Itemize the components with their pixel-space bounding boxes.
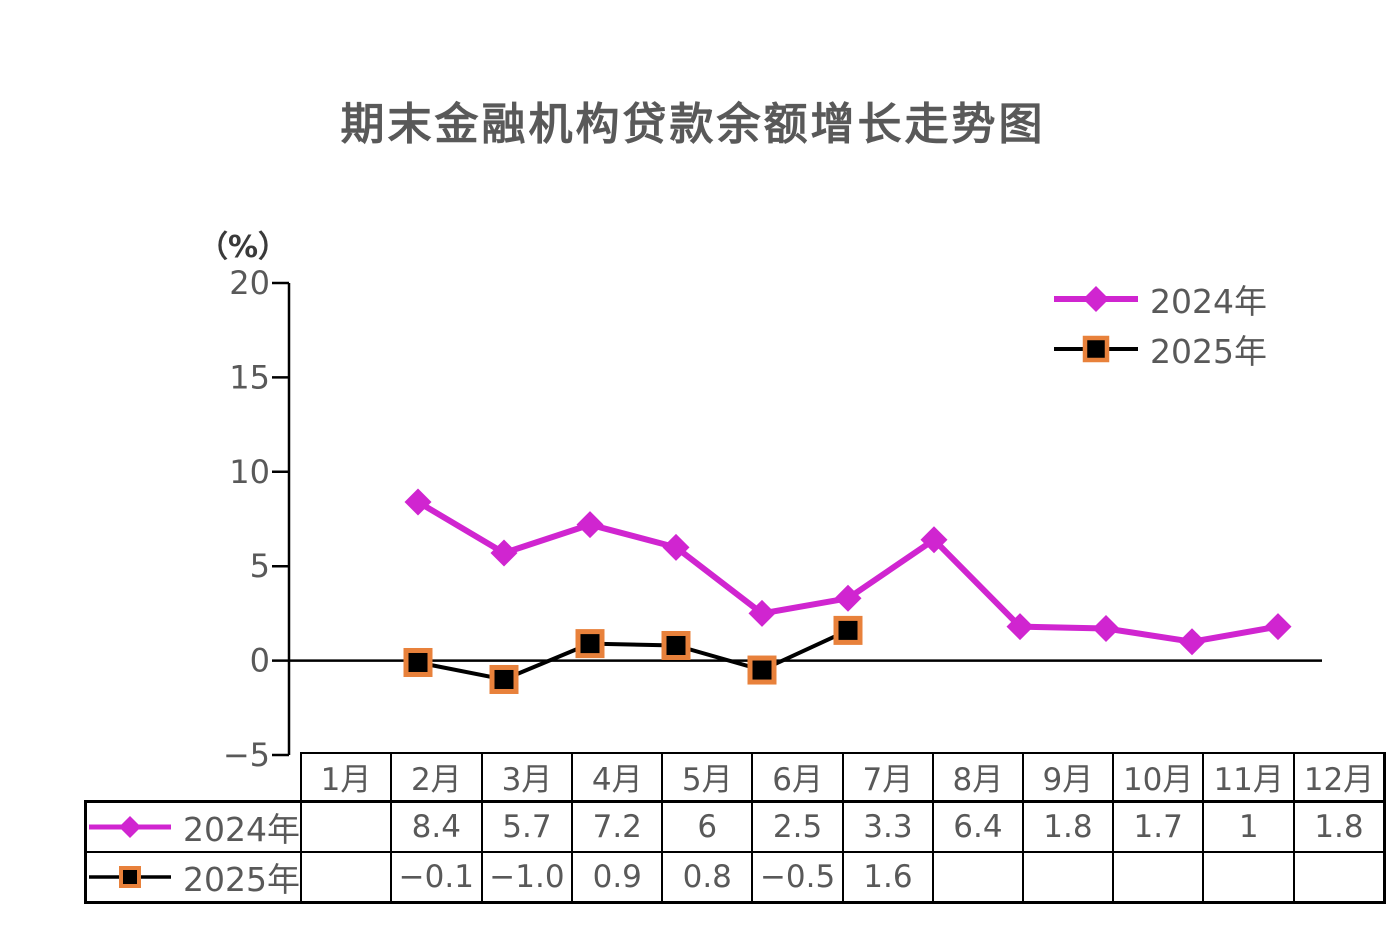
y-axis-tick-label: 20 xyxy=(229,264,270,302)
value-cell: 1.7 xyxy=(1111,799,1205,853)
month-header-cell: 4月 xyxy=(571,752,664,802)
diamond-marker xyxy=(1092,615,1120,643)
y-axis-tick-label: −5 xyxy=(223,736,270,774)
diamond-marker xyxy=(748,599,776,627)
value-cell xyxy=(1111,850,1205,904)
diamond-marker xyxy=(920,526,948,554)
value-cell: 0.9 xyxy=(571,850,664,904)
value-cell: 3.3 xyxy=(841,799,934,853)
table-corner-blank xyxy=(86,753,301,801)
value-cell: 1.8 xyxy=(1292,799,1386,853)
month-header-cell: 1月 xyxy=(299,752,392,802)
month-header-cell: 8月 xyxy=(931,752,1024,802)
month-header-cell: 9月 xyxy=(1021,752,1114,802)
y-axis-tick-label: 0 xyxy=(250,642,270,680)
month-header-cell: 5月 xyxy=(661,752,754,802)
month-header-cell: 12月 xyxy=(1292,752,1386,802)
value-cell xyxy=(299,850,392,904)
month-header-cell: 11月 xyxy=(1202,752,1295,802)
value-cell: 5.7 xyxy=(480,799,574,853)
data-table: 1月 2月 3月 4月 5月 6月 7月 8月 9月 10月 11月 12月 2024年 8.4 5.7 7.… xyxy=(83,752,1386,904)
series-label-cell: 2024年 xyxy=(83,799,302,853)
diamond-line-swatch-icon xyxy=(1054,286,1138,312)
value-cell xyxy=(1292,850,1386,904)
value-cell: 2.5 xyxy=(751,799,844,853)
diamond-marker xyxy=(1264,613,1292,641)
square-marker xyxy=(661,630,691,660)
diamond-marker xyxy=(404,488,432,516)
month-header-cell: 6月 xyxy=(751,752,844,802)
month-header-row: 1月 2月 3月 4月 5月 6月 7月 8月 9月 10月 11月 12月 xyxy=(86,752,1386,802)
y-axis-tick-label: 5 xyxy=(250,547,270,585)
value-cell: 0.8 xyxy=(661,850,754,904)
legend-item-2024: 2024年 xyxy=(1052,274,1267,324)
value-cell: −0.5 xyxy=(751,850,844,904)
series-row: 2024年 8.4 5.7 7.2 6 2.5 3.3 6.4 1.8 1.7 1 1.8 xyxy=(83,799,1386,853)
diamond-marker xyxy=(662,533,690,561)
value-cell: 7.2 xyxy=(571,799,664,853)
square-marker xyxy=(489,664,519,694)
diamond-marker xyxy=(576,511,604,539)
square-line-swatch-icon xyxy=(1054,335,1138,363)
square-marker xyxy=(747,655,777,685)
value-cell: 6 xyxy=(661,799,754,853)
series-label-cell: 2025年 xyxy=(83,850,302,904)
square-marker xyxy=(575,629,605,659)
chart-title: 期末金融机构贷款余额增长走势图 xyxy=(340,99,1046,150)
diamond-marker xyxy=(1178,628,1206,656)
value-cell: −1.0 xyxy=(480,850,574,904)
value-cell xyxy=(931,850,1024,904)
legend-label-2025: 2025年 xyxy=(1150,332,1267,371)
value-cell xyxy=(1202,850,1295,904)
value-cell: 1 xyxy=(1202,799,1295,853)
month-header-cell: 2月 xyxy=(389,752,483,802)
y-axis-unit-label: （%） xyxy=(198,230,289,265)
square-line-swatch-icon xyxy=(89,865,171,888)
value-cell: −0.1 xyxy=(389,850,483,904)
square-marker xyxy=(403,647,433,677)
value-cell xyxy=(299,799,392,853)
chart-legend: 2024年 2025年 xyxy=(1052,274,1267,374)
diamond-line-swatch-icon xyxy=(89,815,171,838)
legend-item-2025: 2025年 xyxy=(1052,324,1267,374)
value-cell: 1.8 xyxy=(1021,799,1114,853)
series-row: 2025年 −0.1 −1.0 0.9 0.8 −0.5 1.6 xyxy=(83,850,1386,904)
series-row-label: 2024年 xyxy=(183,809,300,849)
y-axis-tick-label: 10 xyxy=(229,453,270,491)
month-header-cell: 10月 xyxy=(1111,752,1205,802)
value-cell: 8.4 xyxy=(389,799,483,853)
series-row-label: 2025年 xyxy=(183,859,300,899)
series-line-2025年 xyxy=(417,628,849,682)
legend-label-2024: 2024年 xyxy=(1150,282,1267,321)
square-marker xyxy=(833,615,863,645)
diamond-marker xyxy=(1006,613,1034,641)
month-header-cell: 7月 xyxy=(841,752,934,802)
diamond-marker xyxy=(834,584,862,612)
value-cell: 1.6 xyxy=(841,850,934,904)
month-header-cell: 3月 xyxy=(480,752,574,802)
value-cell xyxy=(1021,850,1114,904)
diamond-marker xyxy=(490,539,518,567)
value-cell: 6.4 xyxy=(931,799,1024,853)
y-axis-tick-label: 15 xyxy=(229,358,270,396)
